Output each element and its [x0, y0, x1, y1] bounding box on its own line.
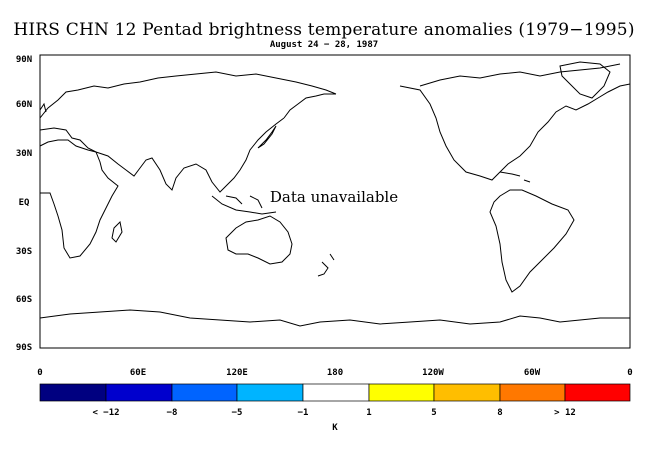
- coast-antarctica: [39, 309, 630, 327]
- colorbar-swatch-1: [39, 383, 107, 402]
- lat-label-30s: 30S: [16, 247, 32, 257]
- lon-label-60e: 60E: [130, 368, 146, 378]
- coast-north-america: [399, 83, 631, 181]
- colorbar-swatch-5: [302, 383, 370, 402]
- coast-uk: [39, 102, 47, 113]
- lat-label-30n: 30N: [16, 149, 32, 159]
- colorbar-swatch-3: [171, 383, 238, 402]
- colorbar-swatch-8: [499, 383, 566, 402]
- coast-greenland: [559, 61, 611, 99]
- coast-indonesia: [211, 195, 277, 215]
- lat-axis: 90N 60N 30N EQ 30S 60S 90S: [16, 55, 32, 353]
- map-subtitle: August 24 − 28, 1987: [269, 40, 379, 50]
- coast-eurasia-south: [39, 117, 285, 193]
- lat-label-90n: 90N: [16, 55, 32, 65]
- lon-label-60w: 60W: [524, 368, 541, 378]
- coast-africa: [39, 139, 119, 259]
- lon-label-120w: 120W: [422, 368, 444, 378]
- lon-label-0-east: 0: [627, 368, 632, 378]
- lat-label-60s: 60S: [16, 295, 32, 305]
- colorbar-label: −1: [298, 408, 309, 418]
- coast-ne-asia: [283, 93, 336, 119]
- lon-label-180: 180: [327, 368, 343, 378]
- lon-label-120e: 120E: [226, 368, 248, 378]
- coast-caribbean: [499, 171, 531, 183]
- coast-madagascar: [111, 220, 123, 243]
- coast-north-america-arctic: [419, 63, 621, 87]
- lon-axis: 0 60E 120E 180 120W 60W 0: [37, 368, 632, 378]
- colorbar: < −12 −8 −5 −1 1 5 8 > 12 K: [39, 383, 631, 433]
- colorbar-unit: K: [332, 423, 338, 433]
- coast-eurasia-north: [39, 71, 337, 119]
- colorbar-swatch-2: [105, 383, 173, 402]
- coast-japan: [257, 125, 277, 149]
- colorbar-label: > 12: [554, 408, 576, 418]
- coast-new-zealand: [317, 253, 335, 277]
- map-frame: [39, 54, 631, 349]
- data-unavailable-message: Data unavailable: [270, 188, 398, 206]
- coast-south-america: [489, 189, 575, 293]
- colorbar-label: 8: [497, 408, 502, 418]
- coastlines: [39, 61, 631, 327]
- lat-label-60n: 60N: [16, 100, 32, 110]
- coast-australia: [225, 215, 293, 265]
- colorbar-label: < −12: [92, 408, 119, 418]
- map-title: HIRS CHN 12 Pentad brightness temperatur…: [13, 20, 635, 40]
- lat-label-eq: EQ: [19, 198, 30, 208]
- lon-label-0: 0: [37, 368, 42, 378]
- colorbar-swatch-7: [433, 383, 501, 402]
- colorbar-label: −8: [167, 408, 178, 418]
- colorbar-swatch-6: [368, 383, 435, 402]
- colorbar-label: −5: [232, 408, 243, 418]
- colorbar-swatch-4: [236, 383, 304, 402]
- lat-label-90s: 90S: [16, 343, 32, 353]
- colorbar-label: 5: [431, 408, 436, 418]
- colorbar-label: 1: [366, 408, 371, 418]
- colorbar-swatch-9: [564, 383, 631, 402]
